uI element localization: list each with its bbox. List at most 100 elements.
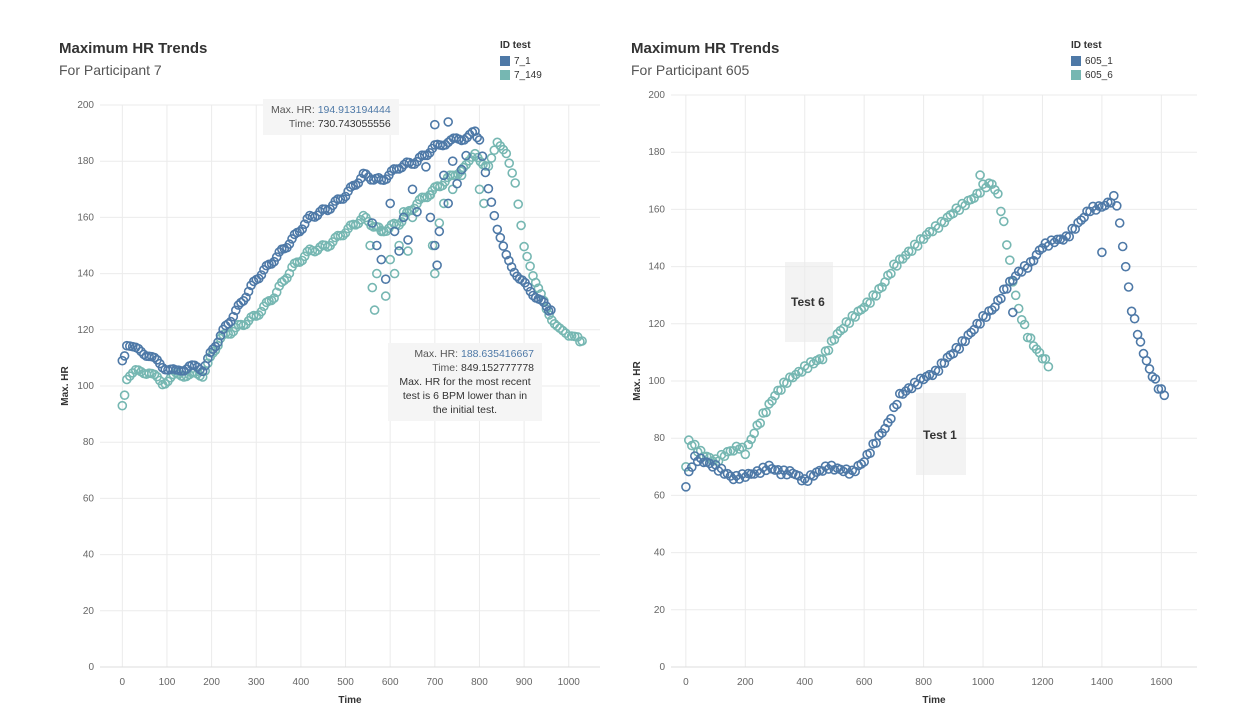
data-point <box>438 198 449 209</box>
data-point <box>376 254 387 265</box>
data-point <box>817 466 828 476</box>
data-point <box>791 369 801 380</box>
x-tick-label: 600 <box>382 677 399 688</box>
data-point <box>749 469 759 479</box>
legend-title: ID test <box>500 40 531 51</box>
data-point <box>447 156 458 166</box>
data-point <box>256 270 267 280</box>
data-point <box>1144 364 1155 374</box>
data-point <box>197 366 208 377</box>
data-point <box>456 170 467 181</box>
tooltip-hr-value: 194.913194444 <box>317 104 391 116</box>
legend-item-605-6[interactable]: 605_6 <box>1071 68 1113 82</box>
data-point <box>1097 247 1107 258</box>
data-point <box>690 451 700 461</box>
data-point <box>755 418 765 429</box>
data-point <box>483 183 494 194</box>
data-point <box>398 212 409 223</box>
data-point <box>429 268 440 279</box>
data-point <box>474 135 485 145</box>
data-point <box>256 306 267 317</box>
data-point <box>504 158 515 168</box>
data-point <box>299 251 310 262</box>
series-7_1 <box>117 117 556 377</box>
data-point <box>396 217 407 227</box>
annotation-test6: Test 6 <box>791 295 825 309</box>
data-point <box>492 224 503 235</box>
data-point <box>924 226 935 237</box>
annotation-test1: Test 1 <box>923 428 957 442</box>
x-tick-label: 0 <box>683 677 689 688</box>
data-point <box>472 132 483 143</box>
chart-panel-participant-7: Maximum HR Trends For Participant 7 ID t… <box>59 40 600 706</box>
data-point <box>1159 390 1170 401</box>
data-point <box>770 390 780 401</box>
data-point <box>486 153 497 163</box>
data-point <box>403 246 413 256</box>
data-point <box>223 318 233 329</box>
data-point <box>407 184 418 195</box>
data-point <box>743 439 754 450</box>
tooltip-max-hr-7-149: Max. HR: 188.635416667 Time: 849.1527777… <box>388 343 542 421</box>
legend-item-7-149[interactable]: 7_149 <box>500 68 542 82</box>
data-point <box>552 321 562 331</box>
data-point <box>340 191 351 202</box>
data-point <box>507 168 518 178</box>
y-tick-label: 100 <box>77 381 94 392</box>
data-point <box>788 372 798 383</box>
data-point <box>877 282 887 293</box>
y-tick-label: 60 <box>654 490 666 501</box>
y-tick-label: 200 <box>77 100 94 111</box>
data-point <box>119 351 130 361</box>
x-tick-label: 0 <box>120 677 126 688</box>
data-point <box>361 169 371 179</box>
data-point <box>734 474 745 484</box>
tooltip-label: Time: <box>432 362 459 374</box>
data-point <box>371 268 382 279</box>
data-point <box>136 346 146 357</box>
tooltip-hr-value: 188.635416667 <box>461 348 534 360</box>
y-tick-label: 140 <box>648 262 665 273</box>
scatter-plot-right[interactable]: 0 20 40 60 80 100 120 140 160 180 200 0 200 400 600 800… <box>619 0 1238 728</box>
data-point <box>353 178 364 188</box>
data-point <box>761 465 771 476</box>
data-point <box>865 448 875 459</box>
data-point <box>367 282 378 293</box>
data-point <box>1037 243 1048 253</box>
data-point <box>266 259 277 269</box>
legend: ID test 605_1 605_6 <box>1071 40 1113 82</box>
data-point <box>963 330 974 340</box>
data-point <box>440 140 451 150</box>
legend-swatch <box>500 56 510 66</box>
data-point <box>409 159 420 169</box>
data-point <box>447 170 458 181</box>
data-point <box>1001 240 1012 250</box>
data-point <box>385 198 396 209</box>
y-tick-label: 80 <box>654 433 666 444</box>
data-point <box>546 305 556 315</box>
y-tick-label: 100 <box>648 376 665 387</box>
x-tick-label: 400 <box>293 677 310 688</box>
data-point <box>365 240 375 251</box>
data-point <box>479 198 489 209</box>
data-point <box>1064 231 1075 242</box>
y-tick-label: 160 <box>77 212 94 223</box>
data-point <box>422 150 433 161</box>
data-point <box>889 402 899 413</box>
y-tick-label: 20 <box>654 605 666 616</box>
legend-item-605-1[interactable]: 605_1 <box>1071 54 1113 68</box>
y-tick-label: 60 <box>83 493 95 504</box>
legend-item-7-1[interactable]: 7_1 <box>500 54 542 68</box>
data-point <box>996 293 1006 304</box>
data-point <box>722 468 733 479</box>
data-point <box>434 218 445 228</box>
chart-title: Maximum HR Trends <box>59 40 208 57</box>
data-point <box>338 194 348 204</box>
data-point <box>1123 282 1134 292</box>
data-point <box>243 286 254 297</box>
x-tick-label: 400 <box>796 677 813 688</box>
data-point <box>1153 384 1164 394</box>
data-point <box>394 246 404 256</box>
data-point <box>996 206 1006 217</box>
data-point <box>501 249 512 260</box>
